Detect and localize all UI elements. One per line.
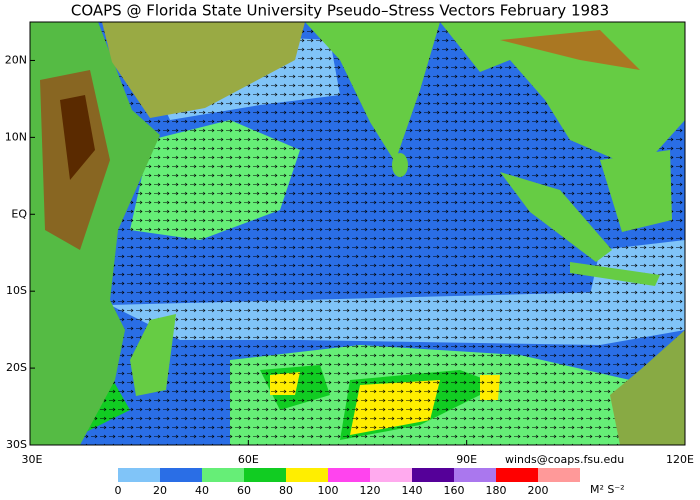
- colorbar-tick-label: 140: [402, 484, 423, 497]
- colorbar-swatch: [496, 468, 538, 482]
- lat-tick-label: 30S: [6, 438, 27, 451]
- colorbar-unit: M² S⁻²: [590, 483, 625, 496]
- lon-tick-label: 90E: [456, 453, 477, 466]
- land-sumatra: [500, 172, 612, 262]
- credit: winds@coaps.fsu.edu: [505, 453, 624, 466]
- lon-tick-label: 60E: [238, 453, 259, 466]
- lat-tick-label: EQ: [11, 207, 27, 220]
- colorbar-tick-label: 60: [237, 484, 251, 497]
- colorbar-swatch: [454, 468, 496, 482]
- colorbar-tick-label: 20: [153, 484, 167, 497]
- colorbar-swatch: [370, 468, 412, 482]
- colorbar-swatch: [244, 468, 286, 482]
- map-area: [30, 22, 685, 445]
- land-highland: [500, 30, 640, 70]
- colorbar-swatch: [118, 468, 160, 482]
- colorbar-tick-label: 100: [318, 484, 339, 497]
- lat-tick-label: 10S: [6, 284, 27, 297]
- colorbar-tick-label: 120: [360, 484, 381, 497]
- lon-tick-label: 120E: [666, 453, 694, 466]
- colorbar-swatch: [286, 468, 328, 482]
- colorbar-tick-label: 0: [115, 484, 122, 497]
- land-australia: [610, 330, 685, 445]
- land-borneo: [600, 150, 672, 232]
- colorbar-tick-label: 40: [195, 484, 209, 497]
- land-arabia: [102, 22, 305, 118]
- land-java: [570, 262, 660, 286]
- colorbar-tick-label: 160: [444, 484, 465, 497]
- colorbar-swatch: [412, 468, 454, 482]
- lat-tick-label: 20N: [5, 53, 27, 66]
- lon-tick-label: 30E: [22, 453, 43, 466]
- lat-tick-label: 10N: [5, 130, 27, 143]
- colorbar-tick-label: 180: [486, 484, 507, 497]
- map-frame: [29, 21, 686, 446]
- land-india: [305, 22, 440, 162]
- colorbar-swatch: [160, 468, 202, 482]
- colorbar-swatch: [538, 468, 580, 482]
- colorbar-tick-label: 200: [528, 484, 549, 497]
- land-sri-lanka: [392, 153, 408, 177]
- colorbar-swatch: [328, 468, 370, 482]
- land-highland: [60, 95, 95, 180]
- map-title: COAPS @ Florida State University Pseudo–…: [71, 2, 609, 20]
- lat-tick-label: 20S: [6, 361, 27, 374]
- land-madagascar: [130, 314, 176, 396]
- colorbar-swatch: [202, 468, 244, 482]
- colorbar-tick-label: 80: [279, 484, 293, 497]
